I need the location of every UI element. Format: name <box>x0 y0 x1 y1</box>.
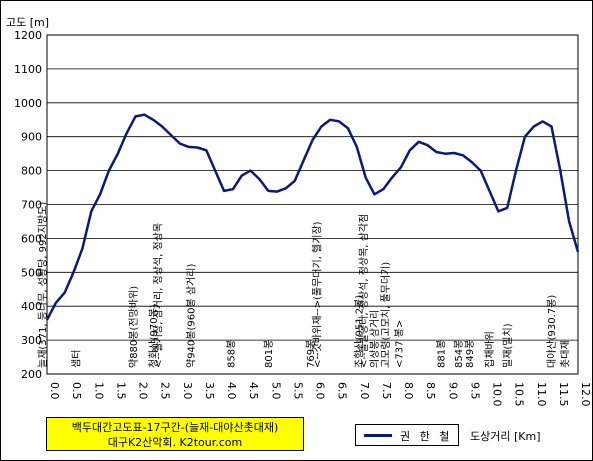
x-tick-label: 4.5 <box>247 382 260 400</box>
y-tick-label: 500 <box>21 266 42 279</box>
legend-swatch <box>364 434 392 437</box>
peak-annotation: 고모령(고모치, 풀무더기) <box>380 262 392 368</box>
x-tick-label: 2.0 <box>137 382 150 400</box>
x-tick-label: 2.5 <box>159 382 172 400</box>
x-tick-label: 8.0 <box>402 382 415 400</box>
peak-annotation: <--갓바위재-->(풀무더기, 헬기장) <box>311 221 324 368</box>
peak-annotation: 854봉 <box>453 340 465 368</box>
x-tick-label: 0.5 <box>70 382 83 400</box>
y-tick-label: 800 <box>21 165 42 178</box>
peak-annotation: <--헬기장, 삼거리, 정상석, 정상목 <box>152 223 164 368</box>
x-tick-label: 9.0 <box>446 382 459 400</box>
credit-box: 백두대간고도표-17구간-(늘재-대야산촛대재) 대구K2산악회. K2tour… <box>46 417 304 451</box>
y-tick-label: 1200 <box>14 29 42 42</box>
x-tick-label: 0.0 <box>48 382 61 400</box>
x-tick-label: 4.0 <box>225 382 238 400</box>
y-tick-label: 200 <box>21 368 42 381</box>
legend: 권 한 철 <box>355 424 459 446</box>
y-tick-label: 1100 <box>14 63 42 76</box>
peak-annotation: 촛대재 <box>559 340 571 368</box>
x-tick-label: 10.5 <box>513 382 526 407</box>
x-tick-label: 9.5 <box>468 382 481 400</box>
x-tick-label: 3.0 <box>181 382 194 400</box>
peak-annotation: 늘재(371, 등나무, 성황당, 992지방도) <box>37 202 49 368</box>
peak-annotation: 밀재(밀치) <box>502 323 514 368</box>
credit-title: 백두대간고도표-17구간-(늘재-대야산촛대재) <box>71 421 279 434</box>
x-tick-label: 3.5 <box>203 382 216 400</box>
x-tick-label: 11.5 <box>557 382 570 407</box>
peak-annotation: <737 봉> <box>393 320 405 368</box>
x-tick-label: 10.0 <box>491 382 504 407</box>
x-tick-label: 1.5 <box>114 382 127 400</box>
y-tick-label: 600 <box>21 232 42 245</box>
peak-annotation: 샘터 <box>70 350 82 368</box>
x-axis-title: 도상거리 [Km] <box>470 430 541 443</box>
x-tick-label: 11.0 <box>535 382 548 407</box>
x-tick-label: 6.0 <box>314 382 327 400</box>
peak-annotation: 의상봉 삼거리 <box>369 310 381 368</box>
y-tick-label: 300 <box>21 334 42 347</box>
peak-annotation: 집채바위 <box>483 331 496 368</box>
x-tick-label: 12.0 <box>579 382 592 407</box>
x-tick-label: 7.5 <box>380 382 393 400</box>
y-tick-label: 900 <box>21 131 42 144</box>
x-tick-label: 7.0 <box>358 382 371 400</box>
peak-annotation: 769봉 <box>305 340 317 368</box>
peak-annotation: 약940봉(960봉 삼거리) <box>185 264 197 368</box>
peak-annotations: 늘재(371, 등나무, 성황당, 992지방도) 샘터 약880봉(전망바위) 청화… <box>37 202 571 368</box>
y-tick-label: 1000 <box>14 97 42 110</box>
peak-annotation: 약880봉(전망바위) <box>127 286 140 368</box>
peak-annotation: 조항산(951.2봉) <box>354 295 366 368</box>
legend-label: 권 한 철 <box>400 430 453 443</box>
x-tick-label: 5.0 <box>269 382 282 400</box>
x-tick-label: 5.5 <box>291 382 304 400</box>
y-tick-label: 700 <box>21 199 42 212</box>
peak-annotation: 801봉 <box>263 340 275 368</box>
peak-annotation: <--돌발공터, 정상석, 정상목, 삼각점 <box>358 214 370 368</box>
peak-annotation: 849봉 <box>464 340 476 368</box>
peak-annotation: 청화산(970봉) <box>148 304 160 368</box>
y-tick-labels: 200 300 400 500 600 700 800 900 1000 1100 1200 <box>14 29 42 381</box>
plot-area <box>46 34 579 375</box>
x-tick-label: 8.5 <box>424 382 437 400</box>
y-tick-label: 400 <box>21 300 42 313</box>
series-line-elevation <box>45 113 580 321</box>
credit-site: 대구K2산악회. K2tour.com <box>107 436 243 449</box>
x-tick-labels: 0.0 0.5 1.0 1.5 2.0 2.5 3.0 3.5 4.0 4.5 5.0 5.5 6.0 6… <box>48 382 592 407</box>
y-axis-title: 고도 [m] <box>6 16 50 29</box>
x-tick-label: 1.0 <box>92 382 105 400</box>
x-tick-label: 6.5 <box>336 382 349 400</box>
peak-annotation: 858봉 <box>225 340 237 368</box>
peak-annotation: 881봉 <box>435 340 447 368</box>
peak-annotation: 대야산(930.7봉) <box>546 295 558 368</box>
